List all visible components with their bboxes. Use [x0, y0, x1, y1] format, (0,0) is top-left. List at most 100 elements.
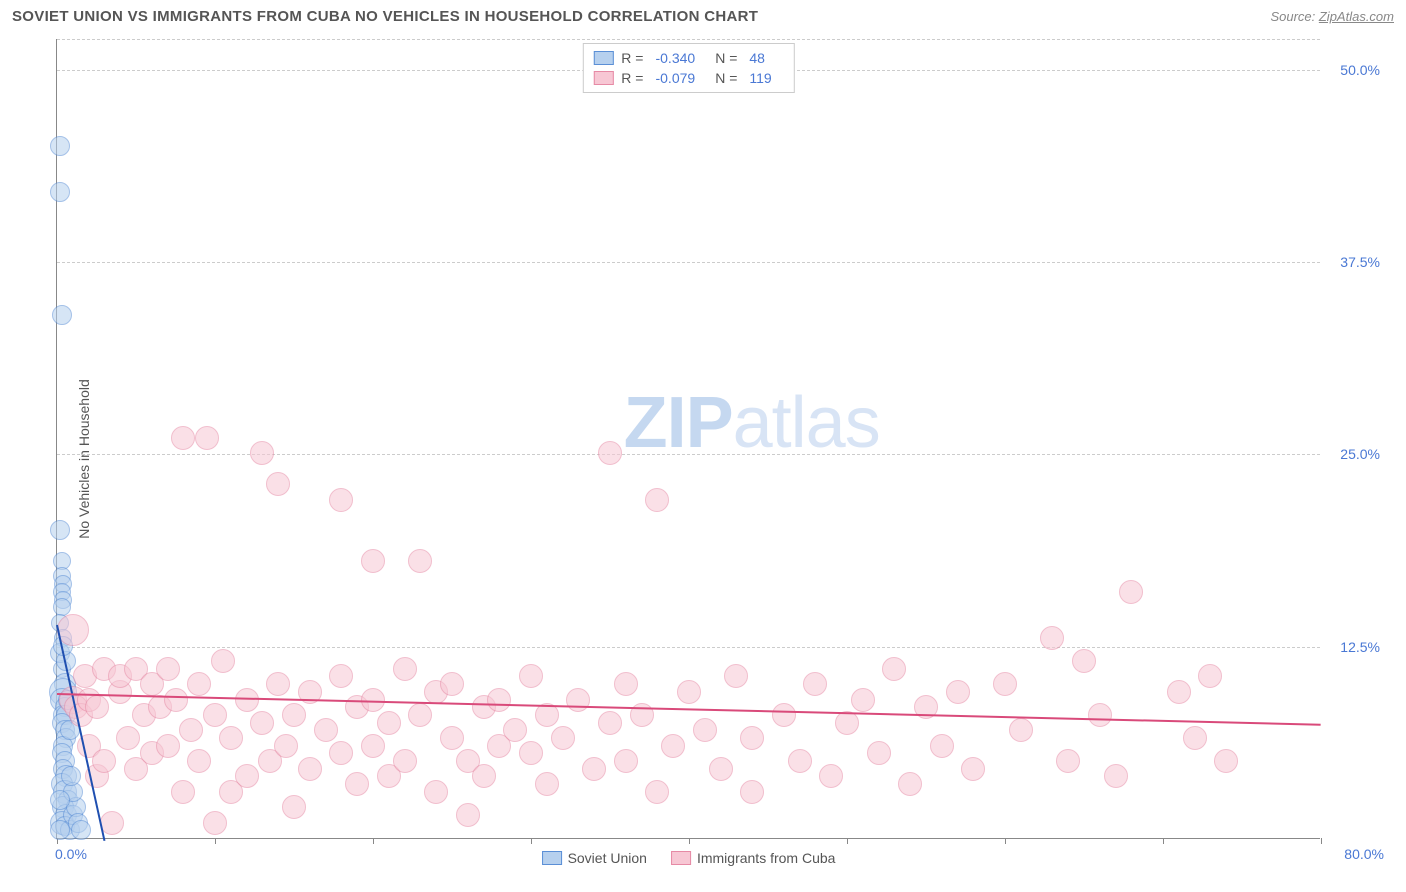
data-point [1183, 726, 1207, 750]
source-link[interactable]: ZipAtlas.com [1319, 9, 1394, 24]
data-point [393, 657, 417, 681]
data-point [661, 734, 685, 758]
data-point [851, 688, 875, 712]
data-point [50, 790, 70, 810]
data-point [156, 734, 180, 758]
data-point [377, 711, 401, 735]
y-tick-label: 37.5% [1340, 254, 1380, 270]
x-tick [215, 838, 216, 844]
data-point [535, 772, 559, 796]
watermark: ZIPatlas [624, 382, 880, 464]
data-point [211, 649, 235, 673]
gridline [57, 262, 1320, 263]
legend-swatch [542, 851, 562, 865]
legend-swatch [671, 851, 691, 865]
data-point [52, 305, 72, 325]
data-point [92, 749, 116, 773]
data-point [598, 441, 622, 465]
legend-N-label: N = [715, 50, 737, 66]
x-tick [847, 838, 848, 844]
data-point [1072, 649, 1096, 673]
data-point [519, 664, 543, 688]
chart-area: No Vehicles in Household ZIPatlas R =-0.… [12, 39, 1394, 879]
legend-N-value: 48 [749, 50, 765, 66]
data-point [164, 688, 188, 712]
gridline [57, 454, 1320, 455]
data-point [503, 718, 527, 742]
data-point [50, 820, 70, 840]
data-point [187, 749, 211, 773]
data-point [100, 811, 124, 835]
data-point [219, 726, 243, 750]
gridline [57, 39, 1320, 40]
data-point [946, 680, 970, 704]
chart-title: SOVIET UNION VS IMMIGRANTS FROM CUBA NO … [12, 8, 758, 25]
y-tick-label: 25.0% [1340, 446, 1380, 462]
gridline [57, 647, 1320, 648]
x-tick [1005, 838, 1006, 844]
data-point [709, 757, 733, 781]
data-point [740, 726, 764, 750]
x-tick [689, 838, 690, 844]
legend-R-label: R = [621, 70, 643, 86]
legend-swatch [593, 51, 613, 65]
legend-label: Soviet Union [568, 850, 647, 866]
legend-N-label: N = [715, 70, 737, 86]
data-point [345, 772, 369, 796]
data-point [456, 803, 480, 827]
data-point [282, 703, 306, 727]
data-point [329, 741, 353, 765]
data-point [408, 549, 432, 573]
data-point [1088, 703, 1112, 727]
data-point [203, 811, 227, 835]
data-point [961, 757, 985, 781]
data-point [772, 703, 796, 727]
data-point [274, 734, 298, 758]
data-point [50, 182, 70, 202]
legend-R-label: R = [621, 50, 643, 66]
source-credit: Source: ZipAtlas.com [1270, 9, 1394, 24]
plot-region: ZIPatlas R =-0.340N =48R =-0.079N =119 1… [56, 39, 1320, 839]
y-tick-label: 50.0% [1340, 62, 1380, 78]
data-point [61, 766, 81, 786]
x-tick-label-max: 80.0% [1344, 846, 1384, 862]
data-point [171, 426, 195, 450]
data-point [1198, 664, 1222, 688]
data-point [266, 472, 290, 496]
data-point [472, 764, 496, 788]
data-point [487, 688, 511, 712]
data-point [203, 703, 227, 727]
data-point [582, 757, 606, 781]
data-point [867, 741, 891, 765]
data-point [329, 488, 353, 512]
legend-correlation: R = -0.340 N = 48 R =-0.079N =119 [582, 43, 794, 93]
data-point [930, 734, 954, 758]
legend-item: Soviet Union [542, 850, 647, 866]
data-point [282, 795, 306, 819]
data-point [440, 672, 464, 696]
data-point [993, 672, 1017, 696]
data-point [361, 734, 385, 758]
data-point [1040, 626, 1064, 650]
data-point [314, 718, 338, 742]
data-point [329, 664, 353, 688]
data-point [1119, 580, 1143, 604]
data-point [393, 749, 417, 773]
data-point [1214, 749, 1238, 773]
legend-R-value: -0.340 [655, 50, 695, 66]
data-point [724, 664, 748, 688]
data-point [179, 718, 203, 742]
data-point [85, 695, 109, 719]
data-point [898, 772, 922, 796]
data-point [1104, 764, 1128, 788]
legend-row: R =-0.079N =119 [593, 68, 783, 88]
legend-item: Immigrants from Cuba [671, 850, 835, 866]
x-tick [1163, 838, 1164, 844]
legend-swatch [593, 71, 613, 85]
data-point [171, 780, 195, 804]
data-point [693, 718, 717, 742]
data-point [361, 549, 385, 573]
data-point [882, 657, 906, 681]
data-point [614, 672, 638, 696]
x-tick-label-min: 0.0% [55, 846, 87, 862]
